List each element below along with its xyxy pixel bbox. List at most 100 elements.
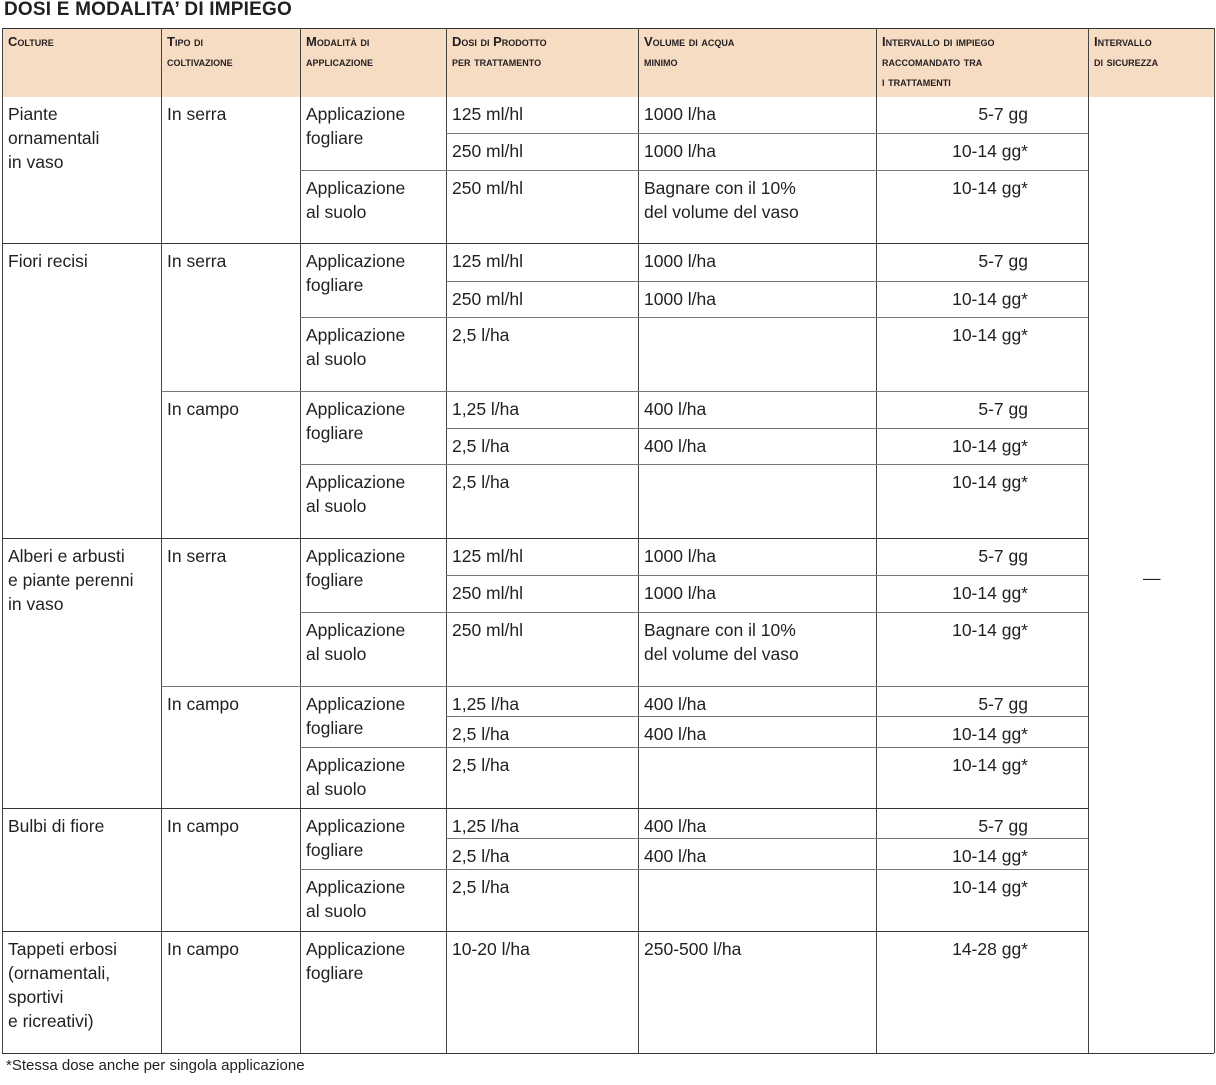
column-header: per trattamento [452,54,542,69]
cultivation-type: In campo [167,816,239,836]
dose-value: 2,5 l/ha [452,755,510,775]
page-title: DOSI E MODALITA’ DI IMPIEGO [4,0,292,20]
column-header: di sicurezza [1094,54,1159,69]
application-method: al suolo [306,202,367,222]
water-volume: 1000 l/ha [644,289,717,309]
application-method: Applicazione [306,178,406,198]
application-method: fogliare [306,275,364,295]
column-divider [446,28,447,1053]
column-header: Intervallo di impiego [882,34,995,49]
interval-value: 10-14 gg* [952,583,1028,603]
water-volume: 400 l/ha [644,694,707,714]
application-method: Applicazione [306,877,406,897]
column-header: minimo [644,54,678,69]
interval-value: 10-14 gg* [952,325,1028,345]
interval-value: 14-28 gg* [952,939,1028,959]
cultivation-type: In campo [167,399,239,419]
interval-value: 10-14 gg* [952,846,1028,866]
column-header: Tipo di [167,34,204,49]
column-divider [1088,28,1089,1053]
cultivation-type: In campo [167,694,239,714]
dose-value: 250 ml/hl [452,620,524,640]
water-volume: 400 l/ha [644,846,707,866]
application-method: al suolo [306,349,367,369]
row-divider [446,575,1088,576]
table-header [2,28,1214,97]
row-divider [446,428,1088,429]
application-method: fogliare [306,128,364,148]
row-divider [2,931,1088,932]
interval-value: 10-14 gg* [952,472,1028,492]
application-method: fogliare [306,570,364,590]
application-method: Applicazione [306,325,406,345]
interval-value: 10-14 gg* [952,877,1028,897]
dose-value: 2,5 l/ha [452,724,510,744]
row-divider [300,612,1088,613]
row-divider [446,281,1088,282]
column-divider [161,28,162,1053]
application-method: Applicazione [306,251,406,271]
column-header: i trattamenti [882,74,951,89]
water-volume: del volume del vaso [644,644,799,664]
dose-value: 1,25 l/ha [452,399,520,419]
dose-value: 125 ml/hl [452,104,524,124]
column-divider [300,28,301,1053]
row-divider [300,170,1088,171]
crop-name: Alberi e arbusti [8,546,125,566]
crop-name: e piante perenni [8,570,134,590]
application-method: Applicazione [306,620,406,640]
row-divider [161,391,1088,392]
column-header: Colture [8,34,54,49]
column-divider [876,28,877,1053]
application-method: al suolo [306,644,367,664]
dose-value: 125 ml/hl [452,546,524,566]
application-method: Applicazione [306,816,406,836]
interval-value: 10-14 gg* [952,755,1028,775]
cultivation-type: In serra [167,104,227,124]
water-volume: Bagnare con il 10% [644,620,796,640]
row-divider [300,747,1088,748]
water-volume: Bagnare con il 10% [644,178,796,198]
application-method: Applicazione [306,104,406,124]
crop-name: e ricreativi) [8,1011,94,1031]
application-method: Applicazione [306,472,406,492]
dose-value: 250 ml/hl [452,289,524,309]
dose-value: 2,5 l/ha [452,325,510,345]
interval-value: 10-14 gg* [952,620,1028,640]
application-method: fogliare [306,718,364,738]
dose-value: 10-20 l/ha [452,939,530,959]
water-volume: 400 l/ha [644,399,707,419]
application-method: Applicazione [306,755,406,775]
water-volume: 400 l/ha [644,436,707,456]
dose-value: 125 ml/hl [452,251,524,271]
safety-interval-value: — [1143,568,1161,588]
water-volume: 1000 l/ha [644,583,717,603]
dose-value: 250 ml/hl [452,178,524,198]
interval-value: 5-7 gg [978,816,1028,836]
application-method: Applicazione [306,399,406,419]
water-volume: del volume del vaso [644,202,799,222]
row-divider [161,686,1088,687]
row-divider [2,808,1088,809]
column-header: applicazione [306,54,374,69]
crop-name: Tappeti erbosi [8,939,117,959]
interval-value: 5-7 gg [978,399,1028,419]
water-volume: 1000 l/ha [644,141,717,161]
application-method: fogliare [306,963,364,983]
dose-value: 1,25 l/ha [452,694,520,714]
column-header: Volume di acqua [644,34,735,49]
dose-value: 2,5 l/ha [452,472,510,492]
crop-name: in vaso [8,152,64,172]
cultivation-type: In serra [167,546,227,566]
row-divider [446,133,1088,134]
application-method: Applicazione [306,939,406,959]
cultivation-type: In serra [167,251,227,271]
interval-value: 5-7 gg [978,694,1028,714]
dose-value: 2,5 l/ha [452,436,510,456]
dose-value: 2,5 l/ha [452,877,510,897]
column-divider [2,28,3,1053]
interval-value: 10-14 gg* [952,436,1028,456]
interval-value: 5-7 gg [978,546,1028,566]
crop-name: ornamentali [8,128,100,148]
interval-value: 10-14 gg* [952,724,1028,744]
